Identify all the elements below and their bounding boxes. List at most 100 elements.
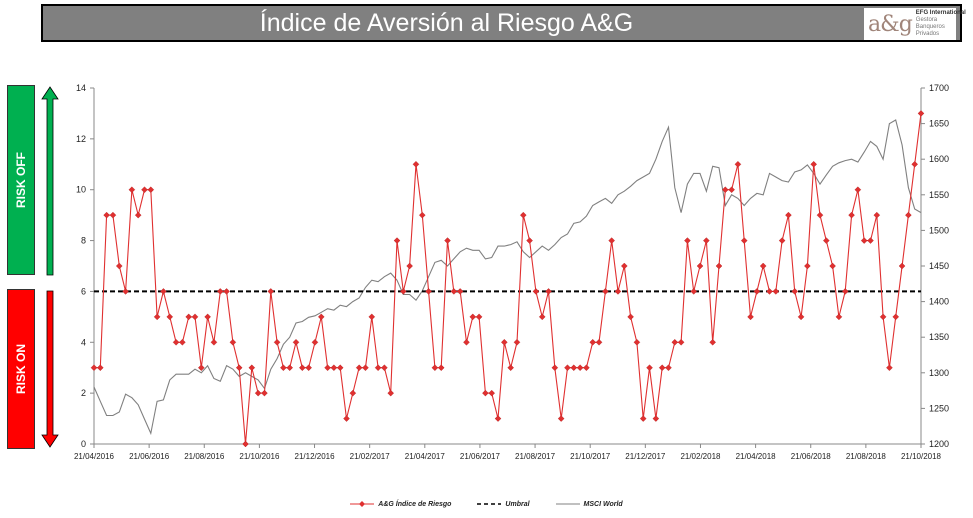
risk-index-point <box>185 313 192 321</box>
logo-mark: a&g <box>868 11 913 37</box>
risk-index-point <box>456 288 464 295</box>
risk-index-point <box>501 339 508 346</box>
risk-index-point <box>488 389 496 397</box>
risk-index-point <box>343 415 350 422</box>
chart-title: Índice de Aversión al Riesgo A&G <box>259 8 634 37</box>
x-tick-label: 21/10/2016 <box>239 452 280 461</box>
risk-index-point <box>722 186 729 193</box>
left-tick-label: 2 <box>81 388 86 398</box>
risk-index-point <box>545 288 552 295</box>
risk-index-point <box>873 211 881 219</box>
legend-item-msci: MSCI World <box>555 500 623 508</box>
risk-index-point <box>879 313 887 321</box>
risk-index-point <box>172 339 180 346</box>
risk-index-point <box>797 313 805 321</box>
risk-index-point <box>115 262 123 270</box>
risk-index-point <box>917 110 925 117</box>
risk-index-point <box>324 364 331 371</box>
ag-logo: a&g EFG International Gestora Banqueros … <box>864 8 966 40</box>
risk-index-point <box>437 364 445 371</box>
risk-index-point <box>235 364 243 371</box>
risk-index-point <box>128 186 136 193</box>
risk-index-point <box>349 389 357 397</box>
risk-index-point <box>210 339 218 346</box>
legend-item-umbral: Umbral <box>477 500 530 508</box>
risk-index-point <box>374 364 382 371</box>
legend-umbral-label: Umbral <box>505 500 530 508</box>
risk-index-point <box>835 313 843 321</box>
risk-index-point <box>254 389 262 397</box>
risk-index-point <box>90 364 98 371</box>
risk-index-point <box>785 211 792 219</box>
risk-index-point <box>103 211 110 219</box>
left-tick-label: 6 <box>81 286 86 296</box>
right-tick-label: 1650 <box>929 119 949 129</box>
risk-index-point <box>513 339 521 346</box>
risk-index-point <box>160 288 167 295</box>
risk-index-point <box>557 415 565 422</box>
risk-index-point <box>216 288 224 295</box>
risk-index-point <box>696 262 704 270</box>
right-tick-label: 1700 <box>929 83 949 93</box>
x-tick-label: 21/06/2018 <box>791 452 832 461</box>
x-tick-label: 21/10/2018 <box>901 452 942 461</box>
risk-index-point <box>690 288 698 295</box>
risk-index-point <box>418 211 426 219</box>
risk-index-point <box>677 339 685 346</box>
risk-index-point <box>198 364 205 371</box>
risk-index-point <box>747 313 754 321</box>
risk-index-point <box>671 339 679 346</box>
risk-index-point <box>860 237 868 244</box>
risk-index-point <box>621 262 628 270</box>
risk-index-point <box>311 339 319 346</box>
x-tick-label: 21/04/2017 <box>405 452 446 461</box>
risk-index-point <box>614 288 622 295</box>
risk-index-point <box>684 237 691 244</box>
risk-index-point <box>526 237 533 244</box>
risk-index-point <box>444 237 451 244</box>
right-tick-label: 1250 <box>929 403 949 413</box>
risk-index-point <box>292 339 300 346</box>
risk-index-point <box>406 262 413 270</box>
risk-index-point <box>475 313 483 321</box>
risk-index-point <box>551 364 559 371</box>
right-tick-label: 1450 <box>929 261 949 271</box>
x-tick-label: 21/04/2016 <box>74 452 115 461</box>
right-tick-label: 1400 <box>929 297 949 307</box>
risk-index-point <box>179 339 186 346</box>
risk-index-point <box>141 186 148 193</box>
risk-index-point <box>393 237 401 244</box>
risk-index-point <box>122 288 129 295</box>
x-tick-label: 21/08/2018 <box>846 452 887 461</box>
risk-index-point <box>576 364 584 371</box>
risk-index-point <box>330 364 338 371</box>
risk-index-point <box>646 364 653 371</box>
left-tick-label: 0 <box>81 439 86 449</box>
risk-index-point <box>665 364 672 371</box>
risk-index-point <box>431 364 439 371</box>
legend-msci-label: MSCI World <box>583 500 623 508</box>
right-tick-label: 1350 <box>929 332 949 342</box>
risk-index-point <box>804 262 811 270</box>
risk-index-point <box>532 288 540 295</box>
risk-index-point <box>299 364 306 371</box>
risk-index-point <box>911 161 918 168</box>
risk-index-point <box>153 313 161 321</box>
arrow-up-icon <box>41 86 59 276</box>
logo-line-2: Gestora <box>915 17 938 23</box>
risk-index-line <box>94 113 922 445</box>
legend-risk-label: A&G Índice de Riesgo <box>378 500 452 508</box>
risk-index-point <box>204 313 211 321</box>
risk-index-series <box>90 110 925 448</box>
risk-index-point <box>583 364 590 371</box>
risk-index-point <box>829 262 836 270</box>
risk-index-point <box>570 364 578 371</box>
risk-index-point <box>109 211 117 219</box>
risk-index-point <box>658 364 666 371</box>
risk-index-point <box>267 288 275 295</box>
risk-index-point <box>892 313 900 321</box>
risk-index-point <box>905 211 912 219</box>
risk-index-point <box>494 415 502 422</box>
left-tick-label: 4 <box>81 337 86 347</box>
risk-index-point <box>166 313 174 321</box>
